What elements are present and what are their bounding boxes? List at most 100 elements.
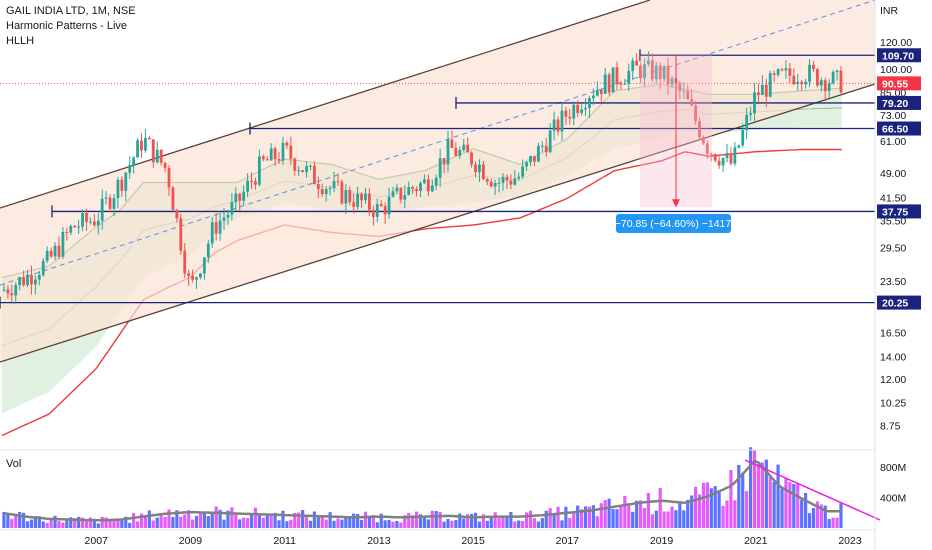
level-badge[interactable] <box>877 48 921 63</box>
volume-bar <box>517 520 521 528</box>
volume-bar <box>697 494 702 528</box>
volume-bar <box>489 516 493 528</box>
volume-bar <box>536 521 540 528</box>
volume-bar <box>399 522 403 528</box>
volume-bar <box>438 511 442 528</box>
candle-body <box>654 65 658 80</box>
volume-bar <box>745 491 749 528</box>
channel-lower-line[interactable] <box>0 83 876 363</box>
candle-body <box>438 158 442 178</box>
candle-body <box>702 137 705 144</box>
volume-bar <box>352 513 356 528</box>
candle-body <box>336 181 340 183</box>
candle-body <box>96 220 100 226</box>
level-badge[interactable] <box>877 121 921 136</box>
candle-body <box>505 176 509 181</box>
volume-bar <box>210 513 214 528</box>
candle-body <box>796 81 800 84</box>
measure-tool[interactable]: −70.85 (−64.60%) −1417 <box>615 55 732 233</box>
legend-indicator-hllh[interactable]: HLLH <box>6 35 35 47</box>
volume-bar <box>112 520 116 528</box>
volume-bar <box>788 482 792 528</box>
candle-body <box>222 217 226 221</box>
candle-body <box>18 277 22 286</box>
channel-median-line[interactable] <box>0 0 876 286</box>
level-badge[interactable] <box>877 295 921 310</box>
volume-bar <box>701 482 706 528</box>
level-lines[interactable] <box>0 49 875 309</box>
candle-body <box>780 69 784 71</box>
candle-body <box>592 95 595 99</box>
candle-body <box>481 164 485 180</box>
candle-body <box>497 182 501 184</box>
volume-bar <box>328 512 332 528</box>
volume-bar <box>466 514 470 528</box>
volume-bar <box>41 521 45 528</box>
candle-body <box>745 114 749 131</box>
candle-body <box>37 275 41 280</box>
candle-body <box>124 172 128 191</box>
volume-bar <box>14 514 18 528</box>
candle-body <box>776 69 780 75</box>
candle-body <box>501 176 505 183</box>
volume-bar <box>128 522 132 528</box>
candle-body <box>30 274 33 285</box>
level-badge[interactable] <box>877 204 921 219</box>
volume-bar <box>658 487 662 528</box>
volume-bar <box>253 507 258 528</box>
candle-body <box>493 183 497 187</box>
candle-body <box>595 89 599 96</box>
volume-bar <box>528 510 533 528</box>
candle-body <box>399 187 403 200</box>
legend-indicator-harmonic[interactable]: Harmonic Patterns - Live <box>6 20 128 32</box>
candle-body <box>662 65 666 79</box>
candle-body <box>442 158 446 165</box>
volume-bar <box>96 523 100 528</box>
last-price-label: 90.55 <box>882 78 908 90</box>
volume-label[interactable]: Vol <box>6 458 22 470</box>
legend-symbol[interactable]: GAIL INDIA LTD, 1M, NSE <box>6 5 136 17</box>
candle-body <box>364 193 367 201</box>
level-badge-label: 37.75 <box>882 206 908 218</box>
candle-body <box>411 187 415 189</box>
candle-body <box>509 180 513 185</box>
volume-bar <box>18 511 22 528</box>
volume-trend-line[interactable] <box>744 459 881 521</box>
volume-bar <box>124 516 128 528</box>
last-price-badge[interactable] <box>877 76 921 91</box>
volume-average-line <box>3 459 841 522</box>
volume-bar <box>132 513 136 528</box>
volume-bar <box>179 516 183 528</box>
level-badge[interactable] <box>877 95 921 110</box>
volume-bar <box>104 517 108 528</box>
candle-body <box>521 166 525 177</box>
candle-body <box>226 214 230 218</box>
measure-label-box[interactable] <box>616 214 731 233</box>
volume-bar <box>336 518 340 528</box>
candle-body <box>171 187 175 210</box>
volume-bar <box>729 470 733 528</box>
volume-bar <box>218 509 222 528</box>
candle-body <box>419 183 422 191</box>
candle-body <box>293 158 297 171</box>
candle-body <box>611 67 615 93</box>
candle-body <box>281 142 285 161</box>
candle-body <box>576 104 580 114</box>
candle-body <box>49 250 53 257</box>
volume-bar <box>454 520 458 528</box>
price-tick-label: 8.75 <box>880 420 901 432</box>
candle-body <box>261 156 265 160</box>
channel-upper-line[interactable] <box>0 0 651 209</box>
volume-bar <box>434 510 438 528</box>
candle-body <box>77 226 81 228</box>
volume-bar <box>367 517 372 528</box>
candle-body <box>65 231 69 233</box>
volume-bar <box>705 482 709 528</box>
candle-body <box>800 81 804 85</box>
candle-body <box>556 119 560 132</box>
measure-label: −70.85 (−64.60%) −1417 <box>615 218 732 230</box>
volume-bar <box>29 519 34 528</box>
volume-bar <box>772 481 776 528</box>
